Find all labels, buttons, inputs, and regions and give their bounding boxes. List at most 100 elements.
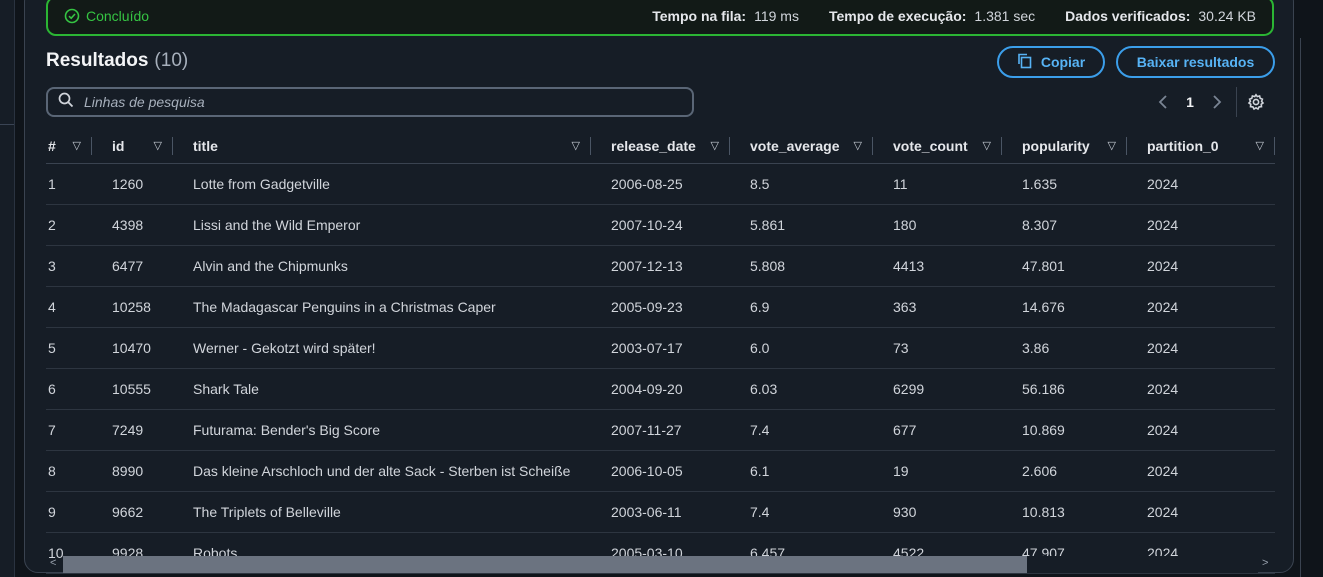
table-row[interactable]: 5 10470 Werner - Gekotzt wird später! 2003-… — [46, 327, 1275, 369]
download-results-button[interactable]: Baixar resultados — [1116, 46, 1275, 78]
table-cell: 9662 — [92, 491, 173, 533]
column-divider[interactable] — [91, 136, 92, 155]
table-cell: 2024 — [1127, 368, 1275, 410]
copy-icon — [1017, 53, 1033, 72]
table-cell: 2003-07-17 — [591, 327, 730, 369]
table-cell: 10258 — [92, 286, 173, 328]
table-cell: 2024 — [1127, 245, 1275, 287]
table-cell: 5 — [46, 327, 92, 369]
column-header-vote-average[interactable]: vote_average ▽ — [730, 128, 873, 164]
table-cell: 6.1 — [730, 450, 873, 492]
table-cell: 2024 — [1127, 450, 1275, 492]
table-row[interactable]: 2 4398 Lissi and the Wild Emperor 2007-10-2… — [46, 204, 1275, 246]
pager-divider — [1236, 87, 1237, 117]
current-page[interactable]: 1 — [1186, 94, 1194, 110]
column-label: popularity — [1022, 137, 1090, 154]
table-cell: 6.9 — [730, 286, 873, 328]
sort-down-icon[interactable]: ▽ — [153, 140, 162, 152]
table-row[interactable]: 4 10258 The Madagascar Penguins in a Chris… — [46, 286, 1275, 328]
table-cell: 73 — [873, 327, 1002, 369]
table-cell: 7.4 — [730, 409, 873, 451]
sort-down-icon[interactable]: ▽ — [982, 140, 991, 152]
column-divider[interactable] — [1001, 136, 1002, 155]
column-label: partition_0 — [1147, 137, 1219, 154]
gear-icon[interactable] — [1247, 93, 1265, 111]
scroll-right-icon[interactable]: > — [1262, 557, 1269, 569]
table-row[interactable]: 8 8990 Das kleine Arschloch und der alte S… — [46, 450, 1275, 492]
table-cell: 1 — [46, 163, 92, 205]
table-row[interactable]: 1 1260 Lotte from Gadgetville 2006-08-25 8.5… — [46, 163, 1275, 205]
column-header-title[interactable]: title ▽ — [173, 128, 591, 164]
table-header-row: # ▽ id ▽ title ▽ release_date ▽ vote_average… — [46, 128, 1275, 164]
table-cell: 5.861 — [730, 204, 873, 246]
table-cell: 19 — [873, 450, 1002, 492]
column-header-release-date[interactable]: release_date ▽ — [591, 128, 730, 164]
sort-down-icon[interactable]: ▽ — [710, 140, 719, 152]
download-button-label: Baixar resultados — [1136, 54, 1255, 70]
table-cell: 363 — [873, 286, 1002, 328]
table-row[interactable]: 7 7249 Futurama: Bender's Big Score 2007-11… — [46, 409, 1275, 451]
table-cell: 10.869 — [1002, 409, 1127, 451]
right-panel-border — [1300, 38, 1301, 577]
table-cell: 2024 — [1127, 327, 1275, 369]
table-cell: The Triplets of Belleville — [173, 491, 591, 533]
table-row[interactable]: 3 6477 Alvin and the Chipmunks 2007-12-13 5.… — [46, 245, 1275, 287]
sort-down-icon[interactable]: ▽ — [1107, 140, 1116, 152]
chevron-left-icon[interactable] — [1152, 95, 1174, 109]
table-cell: 2024 — [1127, 286, 1275, 328]
column-divider[interactable] — [872, 136, 873, 155]
status-indicator: Concluído — [64, 8, 149, 24]
table-cell: 6.0 — [730, 327, 873, 369]
table-cell: 10555 — [92, 368, 173, 410]
pagination: 1 — [1152, 87, 1265, 117]
column-divider[interactable] — [1274, 136, 1275, 155]
table-cell: 7.4 — [730, 491, 873, 533]
column-header-popularity[interactable]: popularity ▽ — [1002, 128, 1127, 164]
sort-down-icon[interactable]: ▽ — [1255, 140, 1264, 152]
sort-down-icon[interactable]: ▽ — [571, 140, 580, 152]
copy-button[interactable]: Copiar — [997, 46, 1105, 78]
column-divider[interactable] — [729, 136, 730, 155]
horizontal-scrollbar[interactable]: < > — [46, 556, 1275, 573]
scroll-left-icon[interactable]: < — [50, 557, 57, 569]
results-count: (10) — [154, 50, 189, 71]
check-circle-icon — [64, 8, 80, 24]
left-panel-edge — [0, 0, 15, 577]
column-header-index[interactable]: # ▽ — [46, 128, 92, 164]
column-divider[interactable] — [590, 136, 591, 155]
table-cell: 7 — [46, 409, 92, 451]
sort-down-icon[interactable]: ▽ — [853, 140, 862, 152]
table-cell: 56.186 — [1002, 368, 1127, 410]
table-row[interactable]: 9 9662 The Triplets of Belleville 2003-06-1… — [46, 491, 1275, 533]
table-cell: 2024 — [1127, 204, 1275, 246]
column-divider[interactable] — [1126, 136, 1127, 155]
column-header-vote-count[interactable]: vote_count ▽ — [873, 128, 1002, 164]
scroll-thumb[interactable] — [63, 556, 1027, 573]
table-cell: 7249 — [92, 409, 173, 451]
metric-key: Tempo na fila: — [652, 8, 747, 24]
table-cell: 180 — [873, 204, 1002, 246]
column-header-partition[interactable]: partition_0 ▽ — [1127, 128, 1275, 164]
table-cell: 1.635 — [1002, 163, 1127, 205]
copy-button-label: Copiar — [1040, 54, 1086, 70]
search-input[interactable] — [82, 93, 692, 111]
table-cell: 6299 — [873, 368, 1002, 410]
table-cell: 3 — [46, 245, 92, 287]
table-cell: 2 — [46, 204, 92, 246]
results-heading: Resultados (10) — [46, 50, 188, 72]
table-cell: 8 — [46, 450, 92, 492]
sort-down-icon[interactable]: ▽ — [72, 140, 81, 152]
table-cell: 6477 — [92, 245, 173, 287]
table-cell: 8.5 — [730, 163, 873, 205]
column-header-id[interactable]: id ▽ — [92, 128, 173, 164]
results-table: # ▽ id ▽ title ▽ release_date ▽ vote_average… — [46, 128, 1275, 574]
table-cell: Alvin and the Chipmunks — [173, 245, 591, 287]
column-divider[interactable] — [172, 136, 173, 155]
chevron-right-icon[interactable] — [1206, 95, 1228, 109]
query-status-bar: Concluído Tempo na fila: 119 ms Tempo de … — [46, 0, 1274, 36]
metric-value: 30.24 KB — [1198, 8, 1256, 24]
table-cell: 9 — [46, 491, 92, 533]
table-cell: 4413 — [873, 245, 1002, 287]
table-row[interactable]: 6 10555 Shark Tale 2004-09-20 6.03 6299 56.186… — [46, 368, 1275, 410]
column-label: release_date — [611, 137, 696, 154]
